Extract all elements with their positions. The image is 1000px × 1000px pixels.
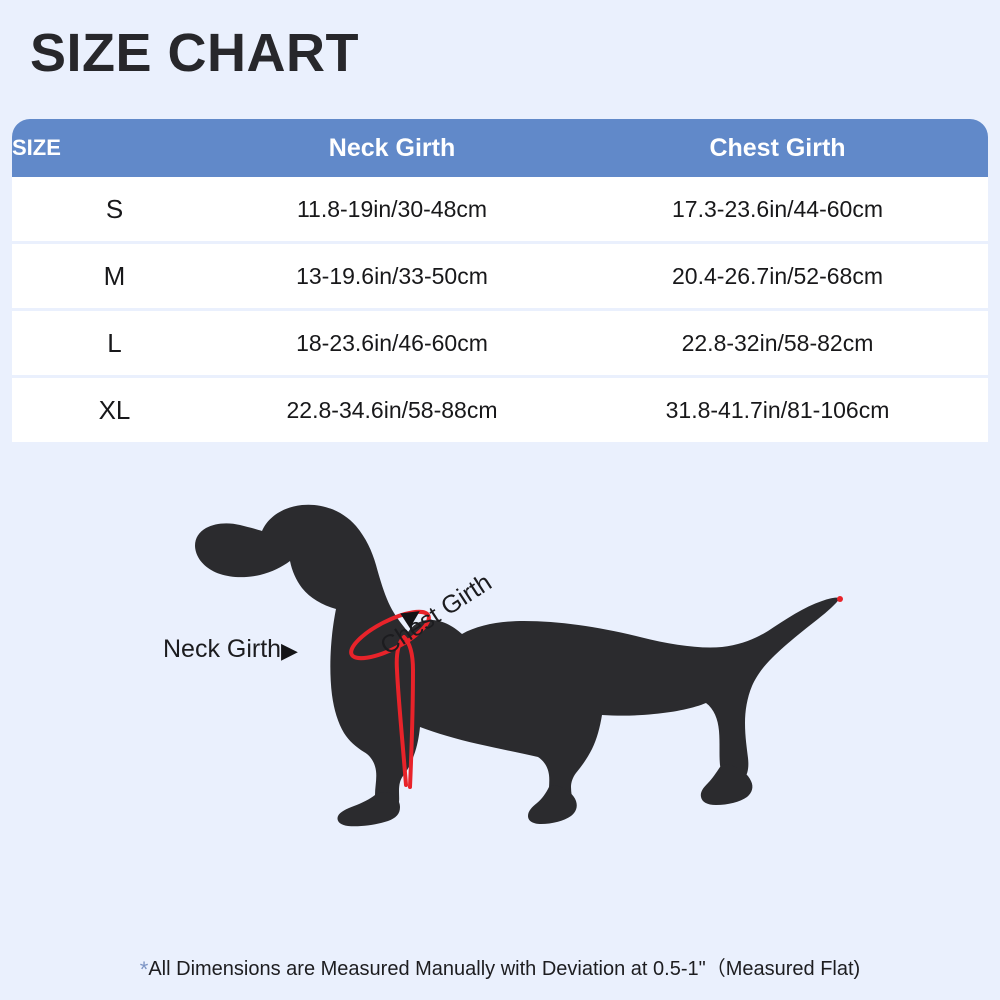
table-header: SIZE Neck Girth Chest Girth	[12, 119, 988, 177]
cell-size: L	[12, 311, 217, 378]
cell-size: M	[12, 244, 217, 311]
column-header-chest-girth: Chest Girth	[567, 119, 988, 177]
cell-neck-girth: 11.8-19in/30-48cm	[217, 177, 567, 244]
neck-girth-pointer-icon: ▶	[281, 638, 298, 663]
neck-girth-measure-line	[349, 609, 431, 661]
cell-chest-girth: 17.3-23.6in/44-60cm	[567, 177, 988, 244]
size-chart-table: SIZE Neck Girth Chest Girth S 11.8-19in/…	[12, 119, 988, 442]
dachshund-silhouette-icon	[195, 504, 840, 827]
table-row: XL 22.8-34.6in/58-88cm 31.8-41.7in/81-10…	[12, 378, 988, 442]
cell-size: S	[12, 177, 217, 244]
footnote-asterisk: *	[139, 957, 149, 982]
table-row: M 13-19.6in/33-50cm 20.4-26.7in/52-68cm	[12, 244, 988, 311]
cell-neck-girth: 22.8-34.6in/58-88cm	[217, 378, 567, 442]
dog-measurement-diagram: Neck Girth ▶ Chest Girth ▶	[0, 455, 1000, 885]
cell-chest-girth: 20.4-26.7in/52-68cm	[567, 244, 988, 311]
cell-size: XL	[12, 378, 217, 442]
neck-girth-label-group: Neck Girth ▶	[163, 635, 298, 663]
cell-neck-girth: 18-23.6in/46-60cm	[217, 311, 567, 378]
page-title: SIZE CHART	[30, 23, 359, 83]
table-body: S 11.8-19in/30-48cm 17.3-23.6in/44-60cm …	[12, 177, 988, 442]
column-header-neck-girth: Neck Girth	[217, 119, 567, 177]
cell-chest-girth: 22.8-32in/58-82cm	[567, 311, 988, 378]
cell-neck-girth: 13-19.6in/33-50cm	[217, 244, 567, 311]
tail-tip-accent-icon	[837, 596, 843, 602]
table-row: S 11.8-19in/30-48cm 17.3-23.6in/44-60cm	[12, 177, 988, 244]
table-header-row: SIZE Neck Girth Chest Girth	[12, 119, 988, 177]
table-row: L 18-23.6in/46-60cm 22.8-32in/58-82cm	[12, 311, 988, 378]
footnote-text: All Dimensions are Measured Manually wit…	[148, 958, 861, 980]
neck-girth-label: Neck Girth	[163, 635, 281, 663]
footnote: *All Dimensions are Measured Manually wi…	[0, 952, 1000, 983]
column-header-size: SIZE	[12, 119, 217, 177]
cell-chest-girth: 31.8-41.7in/81-106cm	[567, 378, 988, 442]
chest-girth-measure-line	[394, 635, 416, 789]
